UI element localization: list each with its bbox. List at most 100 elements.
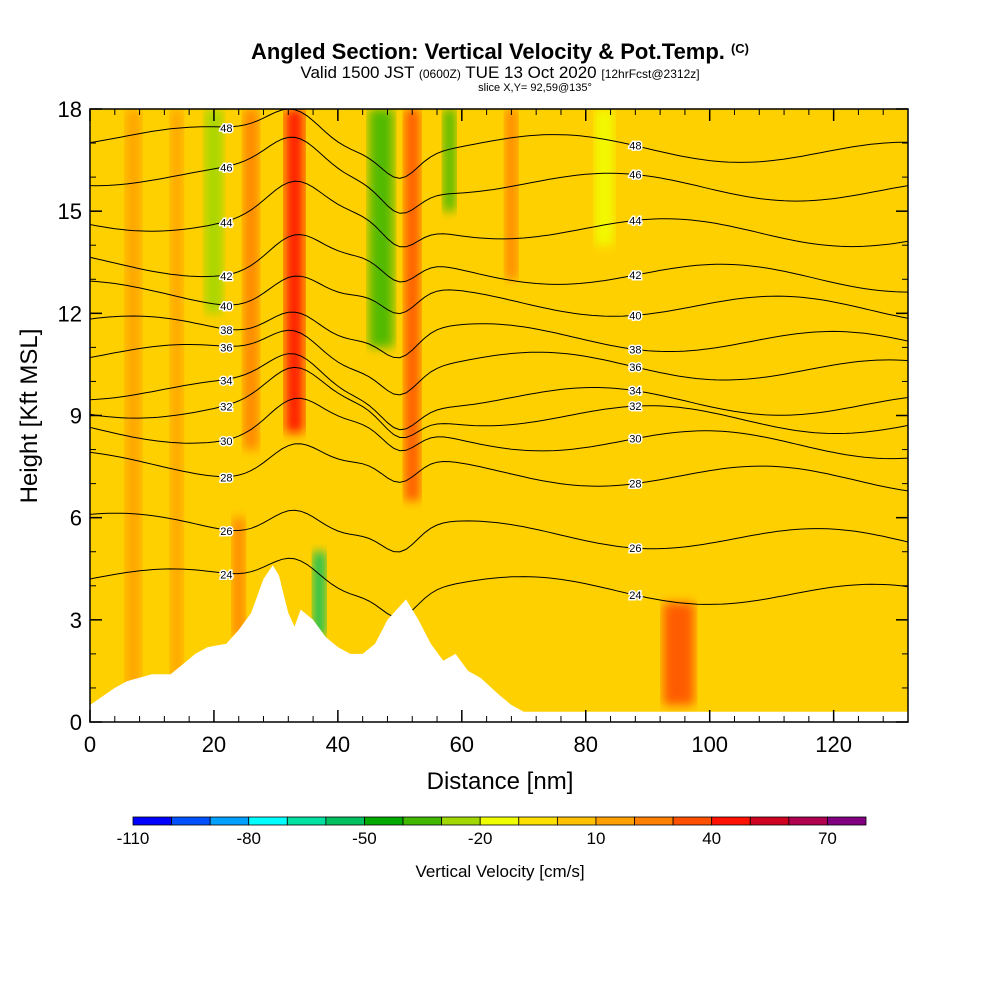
colorbar-tick-label: -50 [352,829,377,848]
y-tick-label: 9 [70,404,82,429]
subtitle-date: TUE 13 Oct 2020 [460,63,602,82]
chart-title-text: Angled Section: Vertical Velocity & Pot.… [251,39,725,64]
colorbar-tick-label: 40 [702,829,721,848]
colorbar-swatch [556,816,597,826]
colorbar-swatch [209,816,250,826]
isentrope-line [90,329,908,396]
colorbar-swatch [132,816,172,826]
colorbar-swatch [248,816,288,826]
isentrope-line [90,180,908,248]
colorbar-tick-label: 10 [586,829,605,848]
isentrope-label: 34 [629,386,641,398]
colorbar-swatch [286,816,327,826]
y-axis-title: Height [Kft MSL] [16,328,43,504]
updraft-band [125,109,142,722]
colorbar-tick-label: -80 [236,829,261,848]
subtitle-zulu: (0600Z) [418,67,461,81]
colorbar-swatch [788,816,828,826]
colorbar-swatch [479,816,520,826]
downdraft-band [368,109,394,348]
isentrope-label: 46 [220,163,232,175]
colorbar-swatch [827,816,867,826]
field-bands [125,109,695,722]
x-tick-label: 120 [815,732,852,757]
subtitle-valid: Valid 1500 JST [300,63,419,82]
isentrope-line [90,311,908,359]
isentrope-label: 44 [629,215,641,227]
isentrope-label: 26 [220,526,232,538]
updraft-band [232,517,245,637]
terrain [90,565,908,722]
colorbar-swatch [325,816,365,826]
isentrope-label: 24 [220,569,232,581]
isentrope-label: 38 [220,325,232,337]
colorbar-swatch [171,816,211,826]
colorbar-swatch [672,816,713,826]
x-tick-label: 80 [574,732,598,757]
x-tick-label: 20 [202,732,226,757]
colorbar-tick-label: -110 [117,829,150,848]
isentrope-label: 40 [629,310,641,322]
isentrope-label: 48 [629,141,641,153]
y-tick-label: 15 [58,199,82,224]
updraft-band [285,109,304,433]
isentrope-label: 28 [220,473,232,485]
isentrope-label: 32 [629,401,641,413]
isentrope-line [90,509,908,553]
isentrope-label: 44 [220,217,232,229]
isentrope-label: 36 [220,342,232,354]
y-tick-label: 0 [70,710,82,735]
colorbar-swatch [364,816,404,826]
isentrope-line [90,557,908,619]
x-axis-title: Distance [nm] [426,768,574,795]
isentrope-label: 42 [220,271,232,283]
isentrope-label: 24 [629,590,641,602]
x-tick-label: 100 [691,732,728,757]
downdraft-band [204,109,224,314]
isentrope-line [90,109,908,179]
subtitle-forecast: [12hrFcst@2312z] [601,67,700,81]
isentrope-label: 40 [220,301,232,313]
isentrope-label: 30 [220,436,232,448]
y-tick-label: 18 [58,97,82,122]
colorbar-swatch [518,816,558,826]
updraft-band [243,109,259,450]
downdraft-band [443,109,456,212]
chart-title-tag: (C) [730,41,749,56]
isentrope-label: 42 [629,270,641,282]
isentrope-line [90,366,908,438]
colorbar-tick-label: -20 [468,829,493,848]
colorbar-swatch [402,816,443,826]
isentrope-label: 38 [629,344,641,356]
isentrope-label: 28 [629,479,641,491]
isentrope-label: 26 [629,543,641,555]
isentrope-label: 30 [629,434,641,446]
colorbar-swatch [711,816,751,826]
isentrope-line [90,275,908,319]
isentrope-label: 48 [220,123,232,135]
isentrope-line [90,443,908,492]
isentrope-label: 32 [220,401,232,413]
colorbar-label: Vertical Velocity [cm/s] [415,862,585,881]
colorbar-swatch [441,816,481,826]
colorbar-swatch [749,816,790,826]
colorbar-swatch [595,816,635,826]
updraft-band [663,602,695,705]
isentrope-label: 36 [629,362,641,374]
downdraft-band [313,551,326,637]
downdraft-band [595,109,614,246]
updraft-band [170,109,183,688]
isentrope-label: 34 [220,375,232,387]
updraft-band [505,109,518,280]
isentrope-line [90,136,908,214]
y-tick-label: 6 [70,506,82,531]
colorbar-swatch [634,816,674,826]
y-tick-label: 12 [58,301,82,326]
y-tick-label: 3 [70,608,82,633]
x-tick-label: 60 [450,732,474,757]
isentrope-line [90,353,908,431]
slice-label: slice X,Y= 92,59@135° [478,82,592,94]
isentrope-line [90,397,908,460]
chart-title-block: Angled Section: Vertical Velocity & Pot.… [0,36,1000,94]
